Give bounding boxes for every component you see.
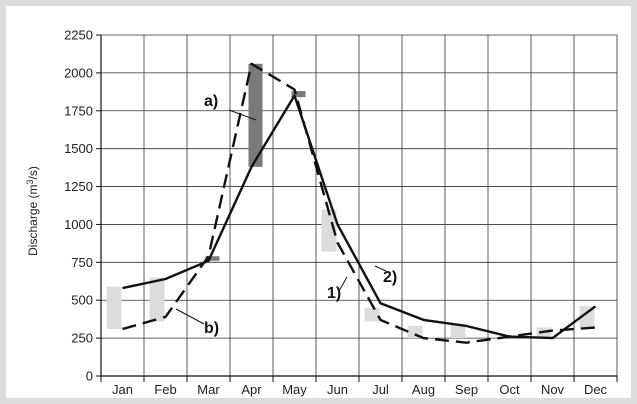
grid — [101, 34, 618, 376]
annotation-label: a) — [204, 93, 218, 110]
series-line-2-solid — [122, 94, 597, 340]
range-bar-a — [291, 91, 306, 98]
y-tick-label: 1750 — [64, 103, 93, 118]
annotation-leader — [338, 276, 348, 292]
x-tick-label: May — [282, 382, 307, 397]
y-tick-label: 250 — [71, 331, 93, 346]
series-lines — [122, 62, 597, 344]
y-tick-label: 2000 — [64, 65, 93, 80]
x-tick-label: Jun — [327, 382, 348, 397]
x-tick-label: Jul — [372, 382, 389, 397]
y-tick-label: 500 — [71, 293, 93, 308]
annotation-leader — [374, 265, 387, 272]
range-bar-a — [205, 256, 220, 261]
y-tick-label: 2250 — [64, 28, 93, 43]
range-bar-b — [149, 277, 165, 322]
annotation-label: 2) — [383, 269, 397, 286]
x-tick-label: Dec — [584, 382, 608, 397]
chart-panel: 0 250 500 750 1000 1250 1500 1750 2000 2250 Jan Feb… — [6, 6, 631, 398]
annotation-leader — [228, 109, 257, 121]
annotation-label: b) — [204, 320, 219, 337]
range-bar-b — [579, 306, 595, 330]
axes: 0 250 500 750 1000 1250 1500 1750 2000 2250 Jan Feb… — [64, 28, 618, 397]
x-tick-label: Jan — [112, 382, 133, 397]
y-tick-label: 1000 — [64, 217, 93, 232]
y-tick-label: 750 — [71, 255, 93, 270]
x-tick-label: Apr — [241, 382, 262, 397]
y-tick-label: 0 — [86, 369, 93, 384]
y-tick-label: 1250 — [64, 179, 93, 194]
x-tick-label: Oct — [499, 382, 520, 397]
x-tick-label: Aug — [412, 382, 435, 397]
range-bar-b — [106, 286, 122, 330]
range-bars — [106, 63, 595, 339]
x-tick-label: Mar — [197, 382, 220, 397]
y-axis-label: Discharge (m3/s) — [25, 166, 40, 256]
x-tick-label: Nov — [541, 382, 565, 397]
x-tick-label: Sep — [455, 382, 478, 397]
annotation-leader — [175, 308, 205, 325]
range-bar-b — [450, 324, 466, 339]
annotations: a) b) 1) 2) — [175, 93, 397, 337]
range-bar-a — [248, 63, 263, 167]
discharge-chart: 0 250 500 750 1000 1250 1500 1750 2000 2250 Jan Feb… — [25, 28, 618, 397]
range-bar-b — [364, 307, 380, 322]
annotation-label: 1) — [327, 285, 341, 302]
x-tick-label: Feb — [154, 382, 176, 397]
y-tick-label: 1500 — [64, 141, 93, 156]
series-line-1-dashed — [122, 62, 596, 344]
range-bar-b — [321, 209, 337, 252]
